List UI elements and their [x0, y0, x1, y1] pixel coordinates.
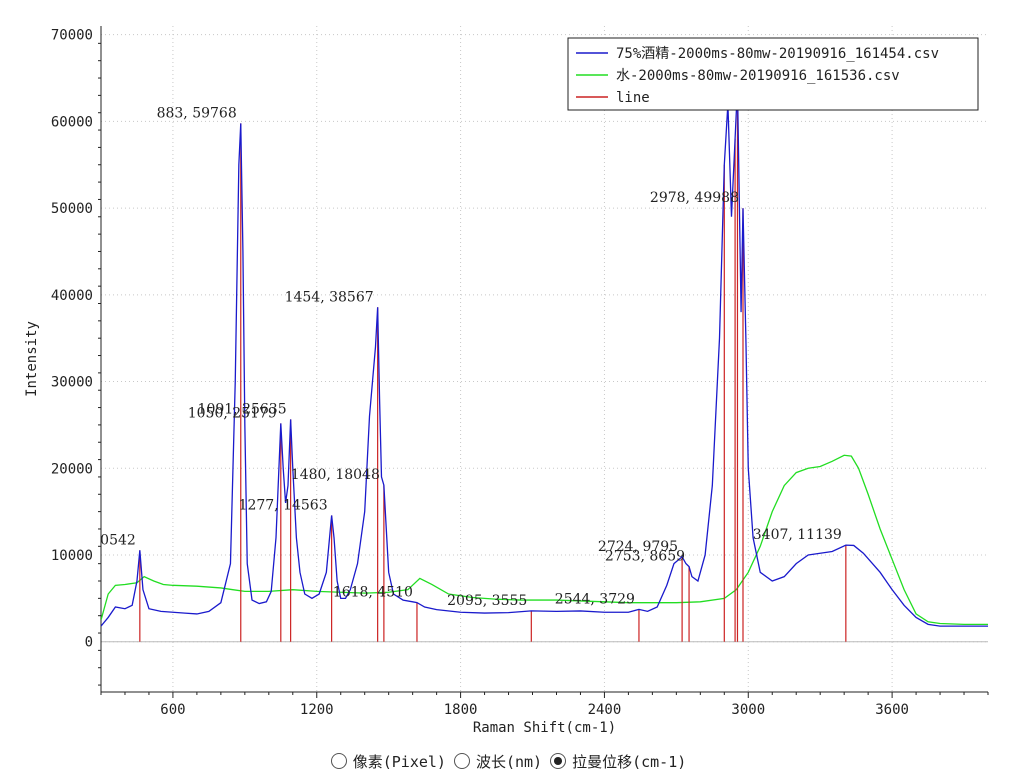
- legend-entry: 水-2000ms-80mw-20190916_161536.csv: [616, 68, 900, 84]
- legend-box: [567, 37, 979, 111]
- peak-label: 2978, 49988: [650, 190, 739, 206]
- peak-label: 1050, 25179: [188, 405, 277, 421]
- radio-pixel[interactable]: 像素(Pixel): [330, 751, 446, 772]
- radio-raman-shift[interactable]: 拉曼位移(cm-1): [550, 751, 686, 772]
- y-tick-label: 60000: [51, 114, 93, 130]
- peak-label: 1618, 4510: [333, 585, 413, 601]
- x-tick-label: 1800: [444, 702, 478, 718]
- y-tick-label: 40000: [51, 288, 93, 304]
- x-tick-label: 2400: [588, 702, 622, 718]
- peak-label: 462, 10542: [56, 532, 136, 548]
- legend-entry: line: [616, 90, 650, 106]
- peak-label: 2095, 3555: [447, 593, 527, 609]
- series-water-line: [101, 454, 988, 626]
- radio-pixel-label: 像素(Pixel): [352, 752, 446, 771]
- x-unit-radio-group: 像素(Pixel) 波长(nm) 拉曼位移(cm-1): [0, 748, 1017, 774]
- legend-entry: 75%酒精-2000ms-80mw-20190916_161454.csv: [616, 46, 939, 62]
- radio-wavelength[interactable]: 波长(nm): [453, 751, 543, 772]
- x-tick-label: 1200: [300, 702, 334, 718]
- y-tick-label: 20000: [51, 461, 93, 477]
- y-tick-label: 70000: [51, 28, 93, 44]
- raman-chart[interactable]: 0 10000 20000 30000 40000 50000 60000 70000 600 1…: [0, 0, 1017, 748]
- y-tick-label: 50000: [51, 201, 93, 217]
- peak-label: 1454, 38567: [285, 289, 374, 305]
- x-axis-title: Raman Shift(cm-1): [473, 720, 616, 736]
- y-tick-label: 0: [85, 635, 93, 651]
- y-tick-label: 30000: [51, 375, 93, 391]
- peak-label: 2724, 9795: [598, 539, 678, 555]
- x-tick-label: 3600: [875, 702, 909, 718]
- peak-label: 1277, 14563: [239, 497, 328, 513]
- series-alcohol-line: [101, 86, 988, 627]
- radio-raman-shift-label: 拉曼位移(cm-1): [572, 752, 687, 771]
- radio-wavelength-label: 波长(nm): [475, 752, 543, 771]
- radio-pixel-circle[interactable]: [330, 753, 347, 769]
- radio-raman-shift-circle[interactable]: [550, 753, 567, 769]
- peak-label: 2753, 8659: [605, 549, 685, 565]
- peak-label: 1091, 25635: [198, 401, 287, 417]
- peak-label: 3407, 11139: [753, 527, 842, 543]
- x-tick-label: 3000: [731, 702, 765, 718]
- peak-label: 2544, 3729: [555, 591, 635, 607]
- radio-wavelength-circle[interactable]: [453, 753, 470, 769]
- x-tick-label: 600: [160, 702, 185, 718]
- y-axis-title: Intensity: [24, 321, 40, 397]
- peak-label: 883, 59768: [157, 105, 237, 121]
- peak-label: 1480, 18048: [291, 467, 380, 483]
- y-tick-label: 10000: [51, 548, 93, 564]
